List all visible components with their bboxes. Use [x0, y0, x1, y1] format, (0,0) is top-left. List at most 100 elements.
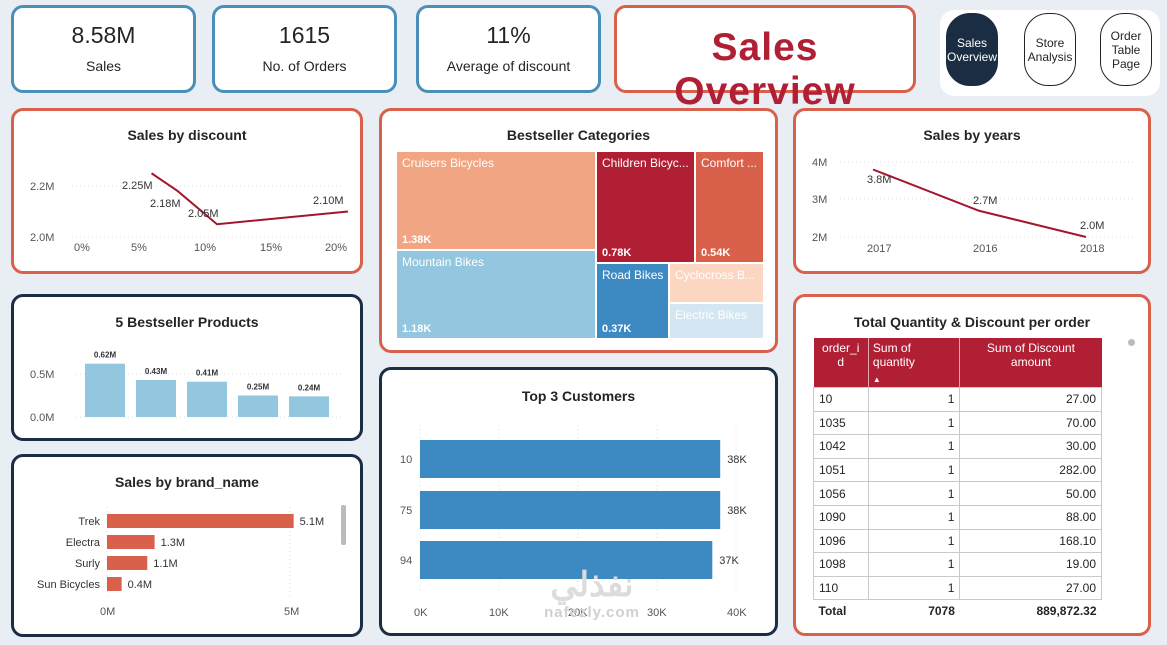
series-line [150, 172, 349, 226]
chart-card-sales-by-discount: Sales by discount 2.2M 2.0M 0% 5% 10% 15… [11, 108, 363, 274]
cell-order-id: 1056 [813, 481, 869, 506]
table-row[interactable]: 10 1 27.00 [813, 387, 1102, 412]
y-tick-label: Electra [66, 537, 101, 549]
bar[interactable] [187, 381, 227, 417]
x-tick-label: 2018 [1080, 243, 1104, 255]
tile-label: Mountain Bikes [402, 255, 485, 269]
bar[interactable] [289, 396, 329, 417]
bar[interactable] [85, 363, 125, 417]
nav-button-store-analysis[interactable]: Store Analysis [1024, 13, 1076, 86]
bar[interactable] [107, 577, 122, 591]
data-label: 0.41M [196, 369, 219, 378]
kpi-card-sales: 8.58M Sales [11, 5, 196, 93]
scroll-indicator[interactable] [1128, 339, 1135, 346]
chart-card-bestseller-categories: Bestseller Categories Cruisers Bicycles … [379, 108, 778, 353]
sales-by-years-chart: 4M 3M 2M 2017 2016 2018 3.8M 2.7M 2.0M [812, 157, 1136, 255]
bar[interactable] [420, 491, 721, 529]
data-label: 0.62M [94, 351, 117, 360]
data-label: 2.7M [973, 195, 997, 207]
column-header-sum-discount[interactable]: Sum of Discount amount [959, 338, 1102, 388]
treemap-tile-road[interactable]: Road Bikes 0.37K [597, 264, 668, 338]
kpi-value: 11% [486, 22, 531, 48]
scrollbar-thumb[interactable] [341, 505, 346, 545]
bar[interactable] [238, 395, 278, 418]
x-tick-label: 10% [194, 242, 216, 254]
treemap: Cruisers Bicycles 1.38K Mountain Bikes 1… [397, 152, 763, 338]
y-tick-label: 3M [812, 194, 827, 206]
tile-label: Cyclocross B... [675, 268, 756, 282]
table-row[interactable]: 1090 1 88.00 [813, 504, 1102, 530]
cell-order-id: 1098 [813, 552, 869, 577]
chart-title: 5 Bestseller Products [115, 314, 259, 330]
table-row[interactable]: 110 1 27.00 [813, 575, 1102, 601]
x-tick-label: 0K [414, 607, 428, 619]
treemap-tile-cruisers[interactable]: Cruisers Bicycles 1.38K [397, 152, 595, 249]
x-tick-label: 5% [131, 242, 147, 254]
y-tick-label: Trek [78, 516, 100, 528]
data-label: 0.4M [128, 579, 152, 591]
data-label: 38K [727, 505, 747, 517]
nav-button-order-table[interactable]: Order Table Page [1100, 13, 1152, 86]
y-tick-label: 75 [400, 505, 412, 517]
data-label: 3.8M [867, 174, 891, 186]
treemap-tile-cyclocross[interactable]: Cyclocross B... [670, 264, 763, 302]
cell-quantity: 1 [867, 481, 961, 506]
data-label: 1.1M [153, 558, 177, 570]
bar[interactable] [107, 514, 294, 528]
tile-label: Children Bicyc... [602, 156, 689, 170]
sales-by-brand-chart: 0M 5M Trek 5.1M Electra 1.3M Surly 1.1M Sun Bi… [37, 505, 346, 618]
x-tick-label: 30K [647, 607, 667, 619]
data-label: 2.25M [122, 180, 153, 192]
table-row[interactable]: 1035 1 70.00 [813, 410, 1102, 436]
treemap-tile-electric[interactable]: Electric Bikes [670, 304, 763, 338]
cell-order-id: 1096 [813, 528, 869, 554]
order-table: order_id Sum of quantity ▲ Sum of Discou… [813, 338, 1102, 621]
page-title-card: Sales Overview [614, 5, 916, 113]
kpi-card-orders: 1615 No. of Orders [212, 5, 397, 93]
sort-ascending-icon[interactable]: ▲ [872, 375, 881, 384]
total-discount: 889,872.32 [959, 599, 1102, 621]
table-header-row: order_id Sum of quantity ▲ Sum of Discou… [813, 338, 1102, 388]
x-tick-label: 0% [74, 242, 90, 254]
y-tick-label: 0.5M [30, 369, 54, 381]
bar[interactable] [420, 541, 713, 579]
tile-value: 1.18K [402, 323, 432, 335]
treemap-tile-comfort[interactable]: Comfort ... 0.54K [696, 152, 763, 262]
table-row[interactable]: 1098 1 19.00 [813, 552, 1102, 577]
x-tick-label: 0M [100, 606, 115, 618]
cell-discount: 27.00 [959, 575, 1102, 601]
column-header-order-id[interactable]: order_id [813, 338, 869, 388]
kpi-label: Sales [85, 58, 122, 74]
data-label: 2.0M [1080, 220, 1104, 232]
data-label: 2.10M [313, 195, 344, 207]
tile-label: Comfort ... [701, 156, 758, 170]
bestseller-products-chart: 0.5M 0.0M 0.62M 0.43M 0.41M 0.25M 0.24M [30, 351, 344, 424]
chart-title: Top 3 Customers [521, 388, 636, 404]
data-label: 38K [727, 454, 747, 466]
data-label: 1.3M [161, 537, 185, 549]
treemap-tile-children[interactable]: Children Bicyc... 0.78K [597, 152, 694, 262]
chart-card-sales-by-brand: Sales by brand_name 0M 5M Trek 5.1M Electr… [11, 454, 363, 637]
cell-quantity: 1 [867, 504, 961, 530]
table-row[interactable]: 1051 1 282.00 [813, 457, 1102, 483]
table-row[interactable]: 1042 1 30.00 [813, 434, 1102, 459]
bar[interactable] [107, 535, 155, 549]
cell-quantity: 1 [867, 387, 961, 412]
chart-card-sales-by-years: Sales by years 4M 3M 2M 2017 2016 2018 3… [793, 108, 1151, 274]
x-tick-label: 15% [260, 242, 282, 254]
x-tick-label: 2016 [973, 243, 997, 255]
column-header-sum-quantity[interactable]: Sum of quantity ▲ [868, 338, 961, 388]
table-row[interactable]: 1096 1 168.10 [813, 528, 1102, 554]
bar[interactable] [107, 556, 148, 570]
chart-title: Sales by years [923, 127, 1021, 143]
cell-discount: 88.00 [959, 504, 1102, 530]
bar[interactable] [136, 380, 176, 417]
total-quantity: 7078 [868, 599, 960, 621]
bar[interactable] [420, 440, 721, 478]
x-tick-label: 40K [727, 607, 747, 619]
treemap-tile-mountain[interactable]: Mountain Bikes 1.18K [397, 251, 595, 338]
nav-panel: Sales Overview Store Analysis Order Tabl… [940, 10, 1160, 96]
nav-button-sales-overview[interactable]: Sales Overview [946, 13, 998, 86]
cell-discount: 50.00 [959, 481, 1102, 506]
table-row[interactable]: 1056 1 50.00 [813, 481, 1102, 506]
